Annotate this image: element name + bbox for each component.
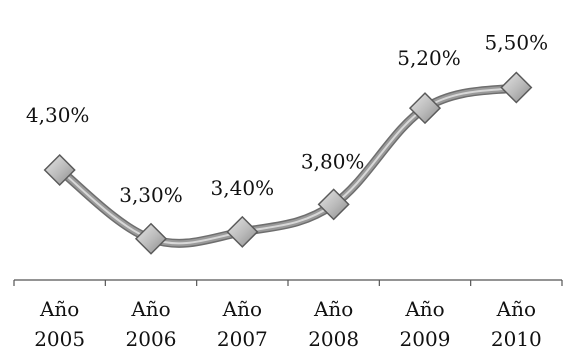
data-label: 5,20% — [397, 46, 461, 70]
data-label: 3,30% — [119, 183, 183, 207]
data-point-marker — [317, 188, 350, 221]
data-label: 3,80% — [301, 149, 365, 173]
x-axis — [13, 279, 563, 286]
data-point-marker — [500, 71, 533, 104]
x-tick-label: Año 2007 — [217, 297, 268, 351]
series-line-group — [55, 83, 521, 248]
data-point-marker — [226, 215, 259, 248]
data-point-marker — [43, 153, 76, 187]
tick-label-group: Año 2005 Año 2006 Año 2007 Año 2008 Año 2009 Año 20… — [34, 297, 542, 351]
data-label: 3,40% — [211, 176, 275, 200]
data-label: 4,30% — [26, 103, 90, 127]
x-tick-label: Año 2008 — [308, 297, 359, 351]
data-label-group: 4,30% 3,30% 3,40% 3,80% 5,20% 5,50% — [26, 31, 548, 207]
marker-group — [43, 71, 533, 255]
x-tick-label: Año 2010 — [491, 297, 542, 351]
data-point-marker — [134, 222, 168, 255]
series-line-shadow — [55, 83, 521, 248]
data-label: 5,50% — [485, 31, 549, 55]
x-tick-label: Año 2006 — [126, 297, 177, 351]
x-tick-label: Año 2009 — [400, 297, 451, 351]
x-tick-label: Año 2005 — [34, 297, 85, 351]
data-point-marker — [408, 92, 442, 125]
